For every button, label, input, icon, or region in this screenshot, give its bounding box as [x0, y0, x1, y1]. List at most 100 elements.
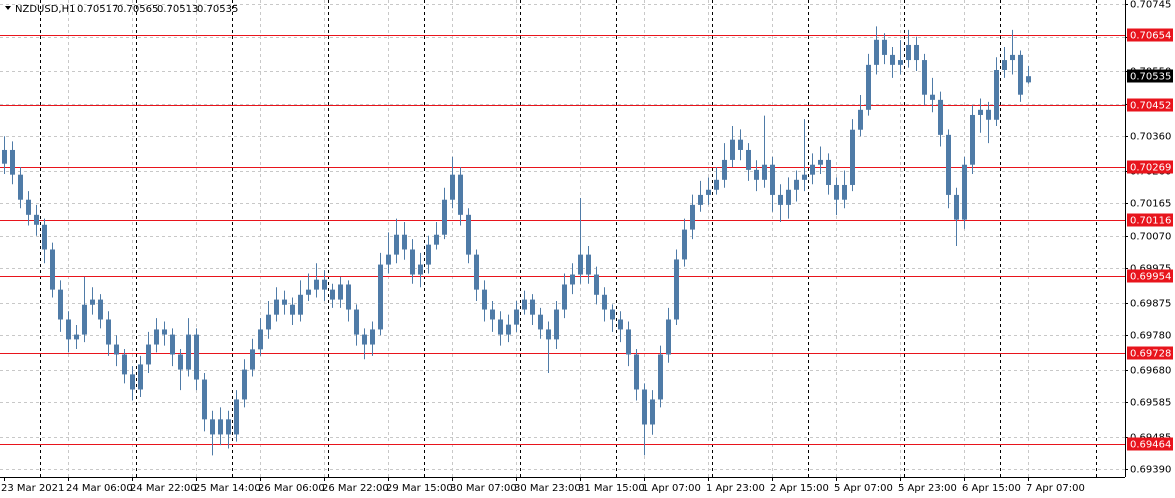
candle-body: [554, 309, 559, 340]
candle-body: [810, 164, 815, 175]
ohlc-open: 0.70517: [77, 4, 118, 15]
candle-body: [426, 244, 431, 265]
level-label-box: [1127, 160, 1173, 174]
level-label-box: [1127, 28, 1173, 42]
candle-body: [138, 364, 143, 390]
candle-body: [218, 419, 223, 435]
candle-body: [186, 334, 191, 370]
candle-body: [946, 134, 951, 195]
candle-body: [746, 149, 751, 170]
candle-body: [858, 109, 863, 130]
candle-body: [42, 224, 47, 250]
candle-body: [970, 114, 975, 165]
candle-body: [874, 39, 879, 65]
candle-body: [738, 139, 743, 150]
candle-body: [882, 39, 887, 55]
candle-body: [146, 344, 151, 365]
x-tick-label: 31 Mar 15:00: [578, 483, 645, 494]
y-tick-label: 0.70165: [1130, 199, 1171, 210]
candle-body: [450, 174, 455, 200]
candle-body: [122, 354, 127, 375]
candle-body: [586, 254, 591, 275]
candle-body: [202, 379, 207, 420]
candle-body: [578, 254, 583, 275]
candle-body: [58, 289, 63, 320]
candle-body: [266, 314, 271, 330]
candle-body: [370, 329, 375, 345]
candle-body: [570, 274, 575, 285]
candle-body: [362, 334, 367, 345]
candle-body: [562, 284, 567, 310]
axes: [0, 0, 1126, 478]
current-price-box: [1127, 69, 1173, 83]
level-label-box: [1127, 98, 1173, 112]
candle-body: [610, 309, 615, 320]
candle-body: [394, 234, 399, 255]
candle-body: [818, 159, 823, 165]
candle-body: [914, 44, 919, 61]
y-tick-label: 0.69585: [1130, 398, 1171, 409]
x-tick-label: 5 Apr 23:00: [898, 483, 957, 494]
candle-body: [706, 189, 711, 195]
candle-body: [690, 204, 695, 230]
x-tick-label: 7 Apr 07:00: [1026, 483, 1085, 494]
candle-body: [154, 329, 159, 345]
candle-body: [226, 419, 231, 435]
candle-body: [250, 349, 255, 370]
candle-body: [338, 284, 343, 300]
candle-body: [418, 264, 423, 275]
candle-body: [458, 174, 463, 215]
candle-body: [674, 259, 679, 320]
candle-body: [322, 279, 327, 290]
candle-body: [530, 299, 535, 315]
level-label-box: [1127, 346, 1173, 360]
candle-body: [354, 309, 359, 335]
candle-body: [906, 44, 911, 61]
level-label: 0.70116: [1130, 216, 1171, 227]
candle-body: [410, 249, 415, 275]
candle-body: [714, 179, 719, 190]
level-label: 0.69954: [1130, 272, 1171, 283]
y-tick-label: 0.70070: [1130, 232, 1171, 243]
x-tick-label: 25 Mar 14:00: [194, 483, 261, 494]
candle-body: [538, 314, 543, 330]
candle-body: [1018, 54, 1023, 95]
candle-body: [482, 289, 487, 310]
x-tick-label: 26 Mar 06:00: [258, 483, 325, 494]
x-tick-label: 2 Apr 15:00: [770, 483, 829, 494]
x-tick-label: 1 Apr 23:00: [706, 483, 765, 494]
candle-body: [522, 299, 527, 310]
candle-body: [402, 234, 407, 250]
candle-body: [90, 299, 95, 305]
candle-body: [842, 184, 847, 200]
x-tick-label: 30 Mar 23:00: [514, 483, 581, 494]
candle-body: [770, 164, 775, 195]
candle-body: [1026, 76, 1031, 83]
candle-body: [698, 194, 703, 205]
candle-body: [794, 179, 799, 190]
candle-body: [1002, 60, 1007, 71]
ohlc-close: 0.70535: [197, 4, 238, 15]
candle-body: [978, 109, 983, 115]
candle-body: [722, 159, 727, 180]
y-tick-label: 0.70360: [1130, 132, 1171, 143]
level-label-box: [1127, 213, 1173, 227]
y-tick-label: 0.70745: [1130, 0, 1171, 11]
candle-body: [650, 399, 655, 425]
candle-body: [434, 234, 439, 245]
candle-body: [50, 249, 55, 290]
candle-body: [378, 264, 383, 330]
candle-body: [866, 64, 871, 110]
candle-body: [754, 169, 759, 180]
candle-body: [162, 329, 167, 335]
candle-body: [786, 189, 791, 205]
candle-body: [898, 60, 903, 65]
x-tick-label: 24 Mar 22:00: [130, 483, 197, 494]
candle-body: [986, 109, 991, 120]
candle-body: [170, 334, 175, 355]
candle-body: [234, 399, 239, 435]
x-tick-label: 5 Apr 07:00: [834, 483, 893, 494]
candle-body: [242, 369, 247, 400]
